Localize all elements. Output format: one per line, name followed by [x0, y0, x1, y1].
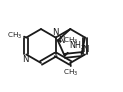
- Text: CH$_3$: CH$_3$: [63, 36, 78, 46]
- Text: CH$_3$: CH$_3$: [7, 31, 22, 41]
- Text: CH$_3$: CH$_3$: [63, 68, 78, 78]
- Text: N: N: [58, 36, 65, 45]
- Text: N: N: [23, 55, 29, 64]
- Text: N: N: [82, 45, 88, 54]
- Text: NH$_2$: NH$_2$: [69, 39, 85, 52]
- Text: N: N: [52, 28, 59, 37]
